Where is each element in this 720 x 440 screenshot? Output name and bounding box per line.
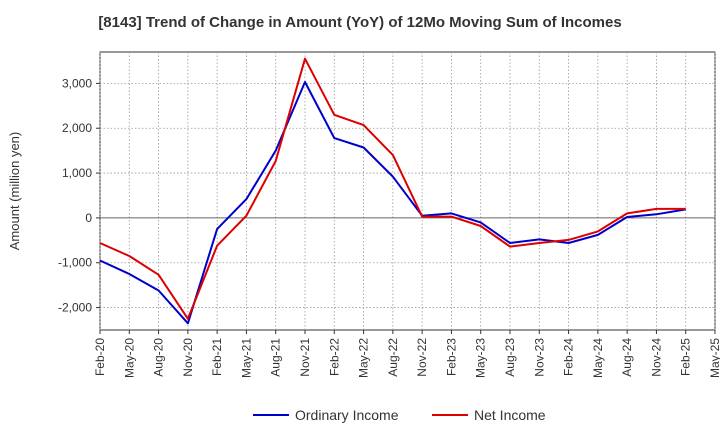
x-tick-label: Nov-22 bbox=[415, 338, 429, 377]
x-tick-label: May-23 bbox=[474, 338, 488, 378]
x-tick-label: Aug-20 bbox=[152, 338, 166, 377]
y-tick-label: -2,000 bbox=[58, 301, 92, 315]
chart-title: [8143] Trend of Change in Amount (YoY) o… bbox=[98, 14, 622, 31]
y-tick-label: 2,000 bbox=[62, 121, 92, 135]
x-tick-label: May-20 bbox=[122, 338, 136, 378]
x-tick-label: Feb-21 bbox=[210, 338, 224, 376]
y-tick-label: 1,000 bbox=[62, 166, 92, 180]
x-tick-label: Feb-25 bbox=[679, 338, 693, 376]
x-tick-label: Nov-23 bbox=[532, 338, 546, 377]
series-line-net-income bbox=[99, 57, 686, 320]
x-tick-label: May-21 bbox=[239, 338, 253, 378]
legend-label-net-income: Net Income bbox=[474, 407, 546, 423]
legend: Ordinary Income Net Income bbox=[253, 407, 546, 423]
grid bbox=[99, 52, 716, 330]
x-tick-label: Feb-24 bbox=[562, 338, 576, 376]
x-tick-label: Nov-24 bbox=[649, 338, 663, 377]
x-tick-label: Feb-22 bbox=[327, 338, 341, 376]
y-tick-label: 0 bbox=[85, 211, 92, 225]
x-tick-label: Aug-24 bbox=[620, 338, 634, 377]
x-tick-label: May-25 bbox=[708, 338, 720, 378]
x-tick-label: May-24 bbox=[591, 338, 605, 378]
x-tick-label: Aug-21 bbox=[269, 338, 283, 377]
plot-area bbox=[99, 51, 716, 331]
x-tick-label: May-22 bbox=[357, 338, 371, 378]
x-tick-label: Feb-23 bbox=[444, 338, 458, 376]
y-tick-label: -1,000 bbox=[58, 256, 92, 270]
y-tick-label: 3,000 bbox=[62, 76, 92, 90]
x-tick-label: Aug-23 bbox=[503, 338, 517, 377]
x-tick-label: Feb-20 bbox=[93, 338, 107, 376]
x-tick-label: Nov-21 bbox=[298, 338, 312, 377]
x-tick-label: Nov-20 bbox=[181, 338, 195, 377]
y-axis-label: Amount (million yen) bbox=[7, 132, 22, 251]
x-tick-label: Aug-22 bbox=[386, 338, 400, 377]
legend-label-ordinary-income: Ordinary Income bbox=[295, 407, 399, 423]
